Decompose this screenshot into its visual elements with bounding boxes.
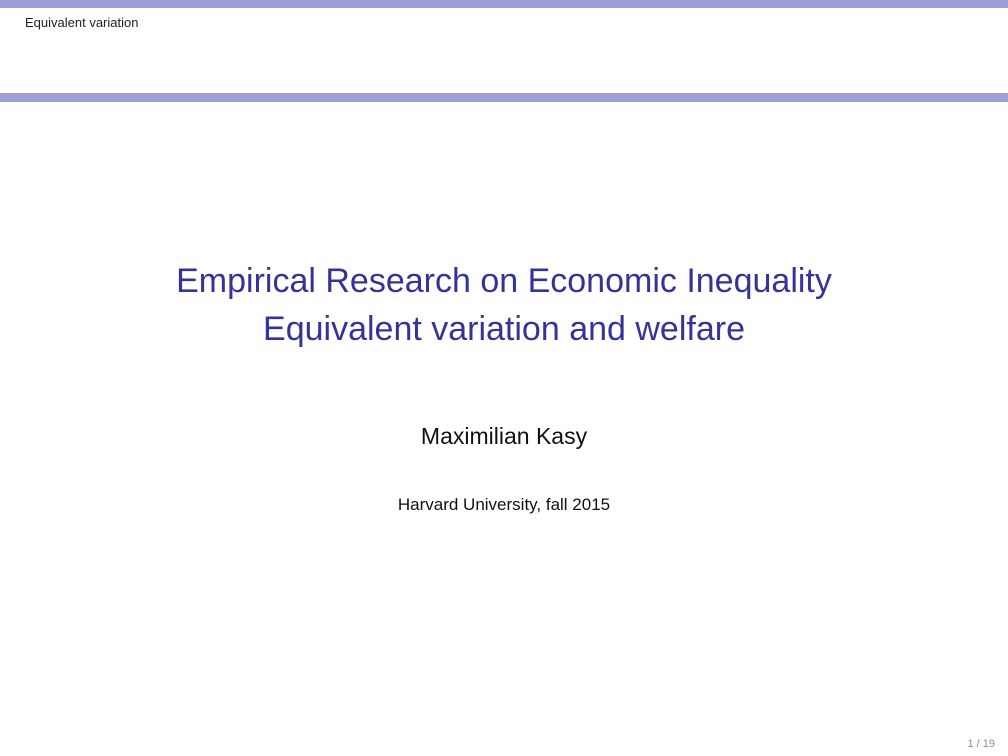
header-divider-bar: [0, 93, 1008, 102]
header-section-title: Equivalent variation: [25, 15, 139, 30]
title-line-2: Equivalent variation and welfare: [263, 310, 745, 348]
title-block: Empirical Research on Economic Inequalit…: [0, 257, 1008, 353]
institute-date: Harvard University, fall 2015: [397, 495, 611, 514]
title-line-1: Empirical Research on Economic Inequalit…: [176, 262, 832, 300]
page-number: 1 / 19: [967, 738, 995, 750]
top-accent-bar: [0, 0, 1008, 8]
author-name: Maximilian Kasy: [420, 423, 588, 449]
